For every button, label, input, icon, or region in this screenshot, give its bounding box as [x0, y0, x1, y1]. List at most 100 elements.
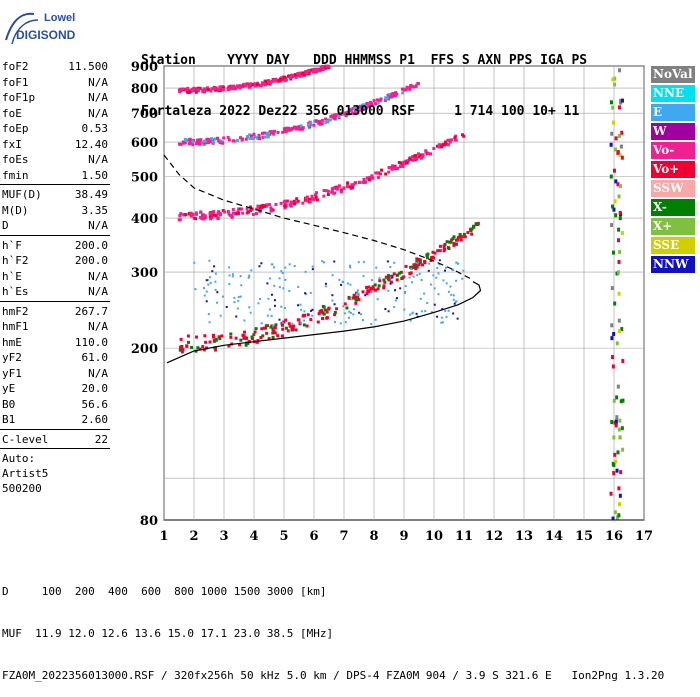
- echo-point: [208, 259, 211, 262]
- echo-point: [461, 277, 464, 280]
- trace-point: [408, 87, 412, 91]
- echo-point: [311, 265, 314, 268]
- trace-point: [416, 152, 420, 156]
- trace-point: [332, 186, 336, 190]
- trace-point: [273, 331, 277, 335]
- trace-point: [316, 320, 320, 324]
- trace-point: [260, 327, 264, 331]
- trace-point: [317, 312, 321, 316]
- trace-point: [257, 137, 261, 141]
- trace-point: [178, 348, 182, 352]
- edge-echo-point: [614, 419, 618, 424]
- echo-point: [270, 293, 273, 296]
- edge-echo-point: [612, 168, 616, 173]
- param-row: fxI 12.40: [0, 137, 110, 153]
- param-name: foEp: [2, 122, 29, 135]
- trace-point: [236, 138, 240, 142]
- trace-point: [253, 135, 257, 139]
- echo-point: [349, 266, 352, 269]
- param-name: yF1: [2, 366, 22, 380]
- trace-point: [382, 286, 386, 290]
- trace-point: [333, 117, 337, 121]
- trace-point: [370, 174, 374, 178]
- trace-point: [437, 143, 441, 147]
- trace-point: [201, 345, 205, 349]
- param-name: M(D): [2, 203, 29, 217]
- edge-echo-point: [615, 468, 619, 473]
- echo-point: [430, 311, 433, 314]
- trace-point: [443, 242, 447, 246]
- trace-point: [328, 118, 332, 122]
- trace-point: [442, 249, 446, 253]
- param-separator: [0, 234, 110, 236]
- echo-point: [333, 260, 336, 263]
- trace-point: [292, 199, 296, 203]
- trace-point: [256, 82, 260, 86]
- param-row: M(D) 3.35: [0, 203, 110, 219]
- edge-echo-point: [618, 216, 622, 221]
- trace-point: [415, 257, 419, 261]
- trace-point: [412, 157, 416, 161]
- y-tick-label: 500: [131, 170, 158, 185]
- trace-point: [226, 135, 230, 139]
- trace-point: [315, 198, 319, 202]
- echo-point: [440, 321, 443, 324]
- trace-point: [335, 307, 339, 311]
- trace-point: [400, 87, 404, 91]
- edge-echo-point: [620, 327, 624, 332]
- echo-point: [280, 270, 283, 273]
- echo-point: [203, 294, 206, 297]
- trace-point: [303, 198, 307, 202]
- trace-point: [394, 166, 398, 170]
- trace-point: [470, 232, 474, 236]
- echo-point: [300, 308, 303, 311]
- trace-point: [361, 103, 365, 107]
- edge-echo-point: [613, 510, 617, 515]
- trace-point: [212, 335, 216, 339]
- edge-echo-point: [617, 486, 621, 491]
- trace-point: [320, 118, 324, 122]
- trace-point: [350, 185, 354, 189]
- edge-echo-point: [614, 423, 618, 428]
- trace-point: [383, 280, 387, 284]
- trace-point: [417, 263, 421, 267]
- trace-point: [223, 210, 227, 214]
- trace-point: [461, 133, 465, 137]
- echo-point: [437, 272, 440, 275]
- footer-file-info: FZA0M_2022356013000.RSF / 320fx256h 50 k…: [2, 669, 665, 682]
- trace-point: [280, 334, 284, 338]
- edge-echo-point: [609, 174, 613, 179]
- trace-point: [418, 153, 422, 157]
- trace-point: [308, 199, 312, 203]
- edge-echo-point: [618, 435, 622, 440]
- echo-point: [362, 275, 365, 278]
- echo-point: [323, 261, 326, 264]
- echo-point: [237, 295, 240, 298]
- echo-point: [304, 292, 307, 295]
- edge-echo-point: [610, 323, 614, 328]
- trace-point: [371, 287, 375, 291]
- echo-point: [283, 306, 286, 309]
- param-name: foF2: [2, 60, 29, 73]
- y-tick-label: 400: [131, 212, 158, 227]
- trace-point: [202, 87, 206, 91]
- echo-point: [423, 292, 426, 295]
- echo-point: [374, 318, 377, 321]
- trace-point: [409, 271, 413, 275]
- edge-echo-point: [619, 470, 623, 475]
- trace-point: [376, 176, 380, 180]
- edge-echo-point: [613, 82, 617, 87]
- edge-echo-point: [610, 336, 614, 341]
- trace-point: [325, 189, 329, 193]
- trace-point: [216, 216, 220, 220]
- echo-point: [260, 262, 263, 265]
- trace-point: [356, 295, 360, 299]
- echo-point: [324, 282, 327, 285]
- edge-echo-point: [617, 238, 621, 243]
- trace-point: [345, 306, 349, 310]
- trace-point: [300, 74, 304, 78]
- trace-point: [415, 260, 419, 264]
- trace-point: [393, 94, 397, 98]
- echo-point: [268, 277, 271, 280]
- trace-point: [276, 79, 280, 83]
